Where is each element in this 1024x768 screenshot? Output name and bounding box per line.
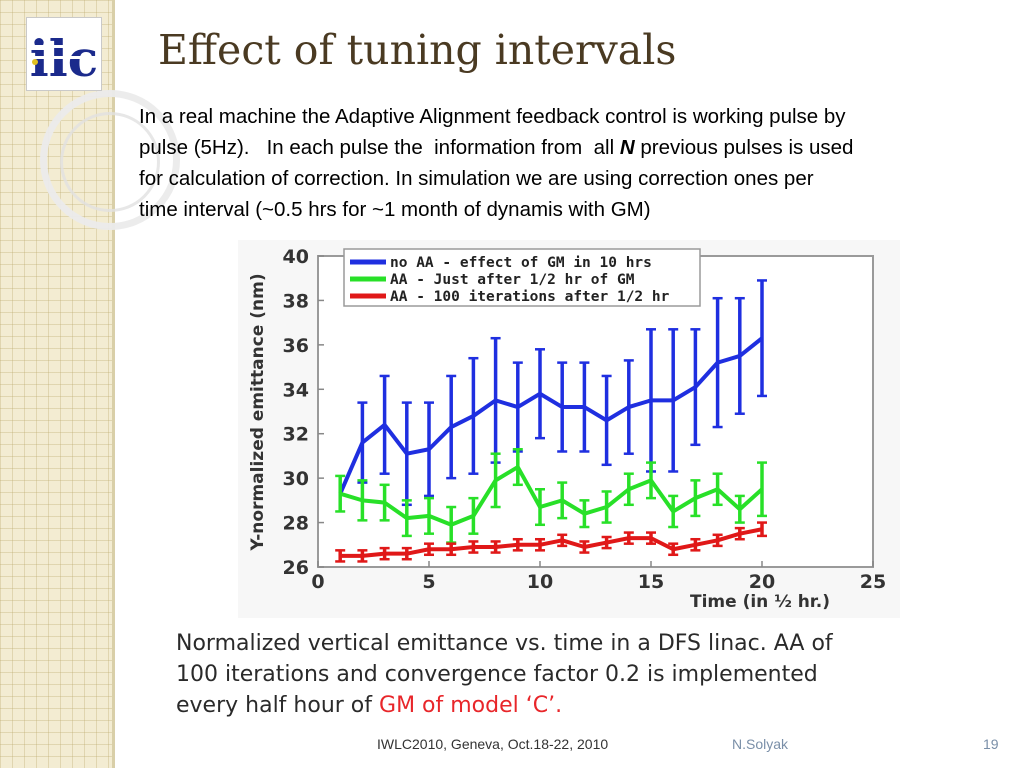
caption-line-3: every half hour of GM of model ‘C’. xyxy=(176,690,976,721)
body-line-2-end: previous pulses is used xyxy=(634,136,854,159)
ilc-logo: ilc xyxy=(26,17,102,91)
body-line-2: pulse (5Hz). In each pulse the informati… xyxy=(139,132,979,163)
y-tick-label: 28 xyxy=(283,513,309,535)
y-tick-label: 36 xyxy=(283,335,309,357)
emittance-chart: 26 28 30 32 34 36 38 40 0 5 10 15 20 25 no AA - effect… xyxy=(238,240,900,618)
slide-title: Effect of tuning intervals xyxy=(158,26,677,74)
x-tick-label: 10 xyxy=(527,571,553,593)
logo-dot xyxy=(32,59,38,65)
legend-entry: no AA - effect of GM in 10 hrs xyxy=(390,255,652,271)
x-tick-label: 15 xyxy=(638,571,664,593)
footer-conference: IWLC2010, Geneva, Oct.18-22, 2010 xyxy=(377,736,609,752)
caption-line-3-start: every half hour of xyxy=(176,693,380,718)
series-line xyxy=(338,336,764,495)
footer-author: N.Solyak xyxy=(732,736,789,752)
caption-highlight: GM of model ‘C’. xyxy=(379,693,563,718)
decorative-arc xyxy=(40,90,180,230)
y-tick-label: 26 xyxy=(283,557,309,579)
y-tick-label: 38 xyxy=(283,290,309,312)
logo-stripe xyxy=(31,45,97,48)
x-tick-label: 25 xyxy=(860,571,886,593)
x-tick-label: 0 xyxy=(311,571,324,593)
body-line-3: for calculation of correction. In simula… xyxy=(139,167,814,190)
ilc-logo-graphic: ilc xyxy=(30,29,98,88)
body-line-1: In a real machine the Adaptive Alignment… xyxy=(139,105,846,128)
decorative-arc-inner xyxy=(60,112,160,212)
series-line xyxy=(340,527,763,558)
body-emphasis-n: N xyxy=(619,136,635,159)
legend-entry: AA - 100 iterations after 1/2 hr xyxy=(390,289,670,305)
y-tick-label: 40 xyxy=(283,246,309,268)
series-line xyxy=(339,465,764,527)
y-axis-label: Y-normalized emittance (nm) xyxy=(248,273,268,551)
figure-caption: Normalized vertical emittance vs. time i… xyxy=(176,628,976,721)
footer-page-number: 19 xyxy=(983,736,999,752)
logo-stripe xyxy=(31,56,97,59)
y-tick-label: 32 xyxy=(283,424,309,446)
x-axis-label: Time (in ½ hr.) xyxy=(690,592,830,612)
body-line-4: time interval (~0.5 hrs for ~1 month of … xyxy=(139,198,651,221)
y-tick-label: 30 xyxy=(283,468,309,490)
y-tick-label: 34 xyxy=(283,379,309,401)
legend-box xyxy=(343,248,701,307)
legend-entry: AA - Just after 1/2 hr of GM xyxy=(390,272,635,288)
x-tick-label: 5 xyxy=(422,571,435,593)
body-line-2-start: pulse (5Hz). In each pulse the informati… xyxy=(139,136,620,159)
body-paragraph: In a real machine the Adaptive Alignment… xyxy=(139,101,979,225)
x-tick-label: 20 xyxy=(749,571,775,593)
caption-line-2: 100 iterations and convergence factor 0.… xyxy=(176,662,818,687)
sidebar-divider xyxy=(112,0,115,768)
caption-line-1: Normalized vertical emittance vs. time i… xyxy=(176,631,833,656)
